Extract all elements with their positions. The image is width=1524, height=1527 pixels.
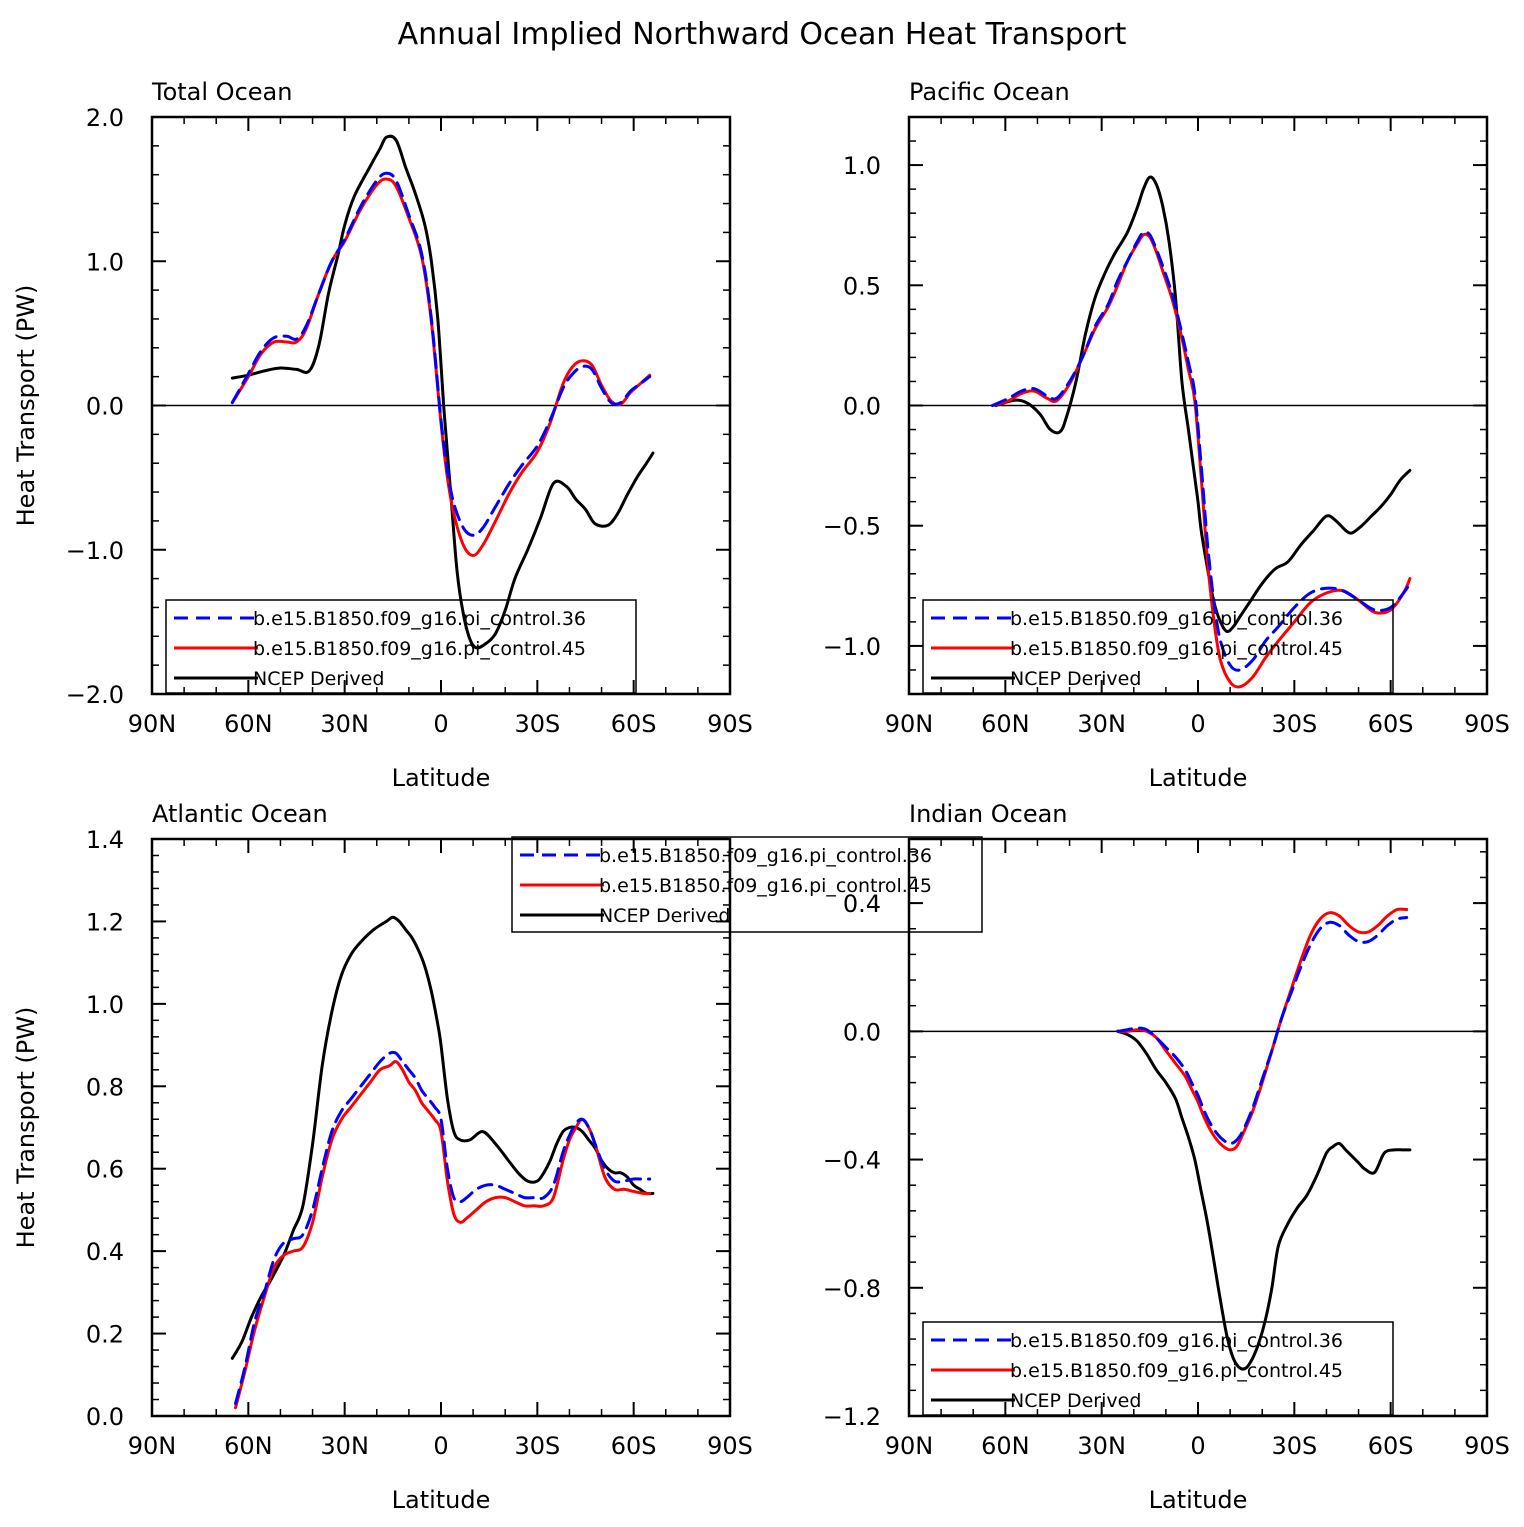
x-axis-label: Latitude xyxy=(392,1486,491,1514)
x-tick-label: 60N xyxy=(224,1432,273,1460)
x-tick-label: 60N xyxy=(981,1432,1030,1460)
x-tick-label: 30N xyxy=(320,1432,369,1460)
legend-label: b.e15.B1850.f09_g16.pi_control.36 xyxy=(599,845,932,867)
x-tick-label: 60S xyxy=(1368,710,1414,738)
x-tick-label: 90S xyxy=(707,1432,753,1460)
y-tick-label: 0.6 xyxy=(86,1156,124,1184)
legend-box xyxy=(922,1321,1394,1416)
legend: b.e15.B1850.f09_g16.pi_control.36 b.e15.B… xyxy=(165,599,637,694)
x-tick-label: 90N xyxy=(885,710,934,738)
legend: b.e15.B1850.f09_g16.pi_control.36 b.e15.B… xyxy=(511,836,983,933)
x-axis-label: Latitude xyxy=(1149,764,1248,792)
y-tick-label: 0.0 xyxy=(86,393,124,421)
legend-box xyxy=(922,599,1394,694)
y-tick-label: 0.5 xyxy=(843,272,881,300)
panel-title: Indian Ocean xyxy=(909,800,1068,828)
legend-label: b.e15.B1850.f09_g16.pi_control.45 xyxy=(1010,638,1343,660)
panel-total-ocean: Total Ocean 90N 60N 30N 0 30S 60S 90S 2.0 1.0 0.0 −… xyxy=(12,78,753,792)
y-tick-label: 1.4 xyxy=(86,826,124,854)
x-tick-label: 30S xyxy=(1271,1432,1317,1460)
y-axis-label: Heat Transport (PW) xyxy=(12,1007,40,1249)
panel-title: Pacific Ocean xyxy=(909,78,1070,106)
series-line-36 xyxy=(991,230,1412,672)
series-line-ncep xyxy=(230,134,655,650)
x-tick-label: 90S xyxy=(1464,710,1510,738)
y-tick-label: −1.0 xyxy=(66,537,124,565)
series-line-ncep xyxy=(994,175,1412,634)
y-tick-label: 1.0 xyxy=(86,991,124,1019)
panel-title: Atlantic Ocean xyxy=(152,800,328,828)
legend: b.e15.B1850.f09_g16.pi_control.36 b.e15.B… xyxy=(922,599,1394,694)
legend-label: b.e15.B1850.f09_g16.pi_control.36 xyxy=(1010,1330,1343,1352)
x-tick-label: 60N xyxy=(981,710,1030,738)
y-tick-label: 0.0 xyxy=(843,1018,881,1046)
x-tick-label: 90S xyxy=(1464,1432,1510,1460)
legend-label: NCEP Derived xyxy=(1010,1390,1141,1412)
x-tick-label: 60S xyxy=(611,710,657,738)
legend-label: NCEP Derived xyxy=(599,905,730,927)
series-line-ncep xyxy=(1116,1029,1412,1371)
y-tick-label: −1.0 xyxy=(823,633,881,661)
y-tick-label: 1.0 xyxy=(86,248,124,276)
y-tick-label: −1.2 xyxy=(823,1403,881,1431)
series-line-45 xyxy=(234,1060,652,1410)
legend-label: NCEP Derived xyxy=(253,668,384,690)
legend-box xyxy=(165,599,637,694)
x-tick-label: 60S xyxy=(1368,1432,1414,1460)
x-tick-label: 30N xyxy=(320,710,369,738)
legend-label: b.e15.B1850.f09_g16.pi_control.45 xyxy=(1010,1360,1343,1382)
y-tick-label: 2.0 xyxy=(86,104,124,132)
x-tick-label: 30S xyxy=(514,710,560,738)
legend-label: b.e15.B1850.f09_g16.pi_control.36 xyxy=(253,608,586,630)
panel-pacific-ocean: Pacific Ocean 90N 60N 30N 0 30S 60S 90S 1.0 0.5 0.… xyxy=(823,78,1510,792)
y-tick-label: −0.5 xyxy=(823,513,881,541)
series-line-36 xyxy=(230,171,652,537)
series-line-36 xyxy=(234,1050,652,1406)
legend-label: b.e15.B1850.f09_g16.pi_control.36 xyxy=(1010,608,1343,630)
panel-indian-ocean: Indian Ocean 90N 60N 30N 0 30S 60S 90S 0.4 0.0 −0.… xyxy=(823,800,1510,1514)
x-tick-label: 0 xyxy=(433,710,448,738)
figure-title: Annual Implied Northward Ocean Heat Tran… xyxy=(398,17,1127,52)
legend-label: b.e15.B1850.f09_g16.pi_control.45 xyxy=(599,875,932,897)
x-tick-label: 60N xyxy=(224,710,273,738)
x-tick-label: 30N xyxy=(1077,1432,1126,1460)
x-axis-label: Latitude xyxy=(1149,1486,1248,1514)
panels: Total Ocean 90N 60N 30N 0 30S 60S 90S 2.0 1.0 0.0 −… xyxy=(12,78,1510,1514)
x-tick-label: 90N xyxy=(128,710,177,738)
y-tick-label: 0.0 xyxy=(86,1403,124,1431)
series-line-45 xyxy=(1116,907,1409,1152)
y-tick-label: −0.4 xyxy=(823,1147,881,1175)
y-tick-label: 0.2 xyxy=(86,1321,124,1349)
y-tick-label: 0.0 xyxy=(843,393,881,421)
y-tick-label: −0.8 xyxy=(823,1275,881,1303)
legend-box xyxy=(511,836,983,933)
y-tick-label: 0.4 xyxy=(843,890,881,918)
series-line-36 xyxy=(1116,916,1409,1145)
panel-atlantic-ocean: Atlantic Ocean 90N 60N 30N 0 30S 60S 90S 1.4 1.2 1… xyxy=(12,800,983,1514)
legend-label: b.e15.B1850.f09_g16.pi_control.45 xyxy=(253,638,586,660)
legend-label: NCEP Derived xyxy=(1010,668,1141,690)
panel-title: Total Ocean xyxy=(151,78,292,106)
x-tick-label: 0 xyxy=(433,1432,448,1460)
x-tick-label: 90N xyxy=(128,1432,177,1460)
y-axis-label: Heat Transport (PW) xyxy=(12,285,40,527)
y-tick-label: 1.2 xyxy=(86,908,124,936)
x-tick-label: 30S xyxy=(1271,710,1317,738)
x-tick-label: 30N xyxy=(1077,710,1126,738)
x-tick-label: 30S xyxy=(514,1432,560,1460)
x-axis-label: Latitude xyxy=(392,764,491,792)
x-tick-label: 0 xyxy=(1190,710,1205,738)
y-tick-label: 0.4 xyxy=(86,1238,124,1266)
x-tick-label: 0 xyxy=(1190,1432,1205,1460)
x-tick-label: 90N xyxy=(885,1432,934,1460)
x-tick-label: 60S xyxy=(611,1432,657,1460)
y-tick-label: 0.8 xyxy=(86,1073,124,1101)
x-tick-label: 90S xyxy=(707,710,753,738)
y-tick-label: −2.0 xyxy=(66,681,124,709)
legend: b.e15.B1850.f09_g16.pi_control.36 b.e15.B… xyxy=(922,1321,1394,1416)
y-tick-label: 1.0 xyxy=(843,152,881,180)
